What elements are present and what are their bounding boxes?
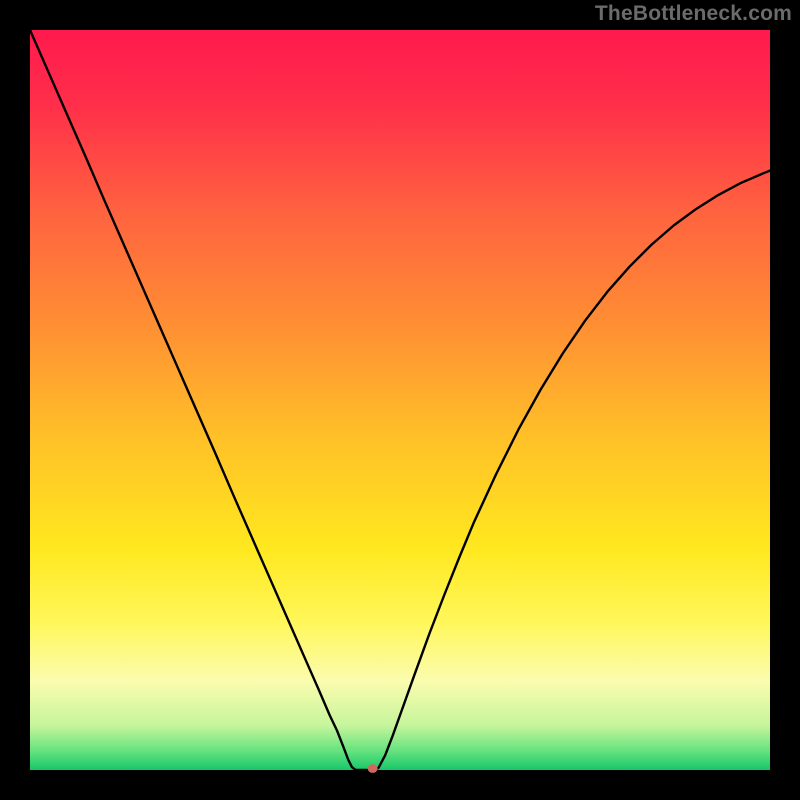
chart-svg: [0, 0, 800, 800]
chart-background: [30, 30, 770, 770]
watermark-text: TheBottleneck.com: [595, 2, 792, 26]
minimum-marker: [368, 764, 378, 773]
bottleneck-chart: TheBottleneck.com: [0, 0, 800, 800]
